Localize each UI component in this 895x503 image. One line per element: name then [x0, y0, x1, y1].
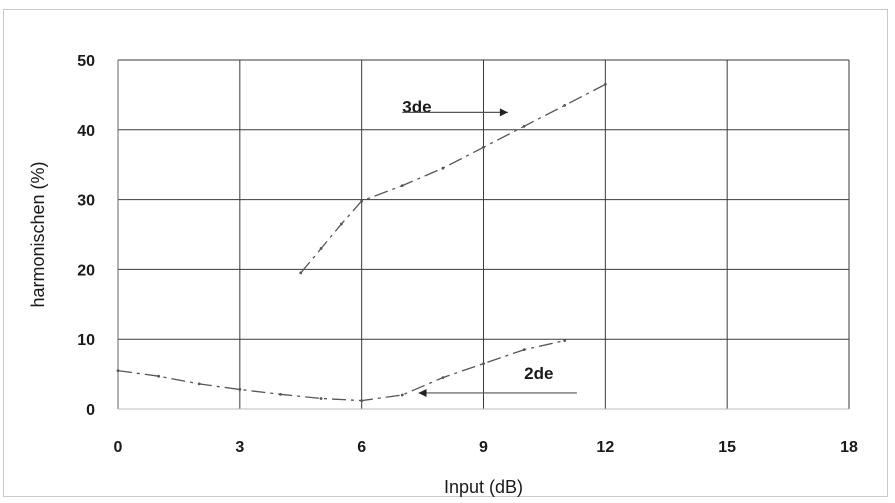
data-point: [482, 145, 485, 149]
y-tick-label: 50: [77, 53, 95, 70]
grid: [117, 59, 850, 410]
data-point: [441, 376, 445, 379]
x-tick-label: 9: [479, 439, 488, 456]
annotation-label-3de: 3de: [402, 97, 431, 116]
data-point: [339, 222, 343, 226]
y-axis-title: harmonischen (%): [28, 161, 48, 307]
series-line-3de: [300, 83, 606, 274]
chart-frame: [3, 9, 888, 497]
x-tick-label: 18: [840, 439, 858, 456]
data-point: [157, 374, 161, 378]
data-point: [279, 392, 282, 396]
y-tick-label: 10: [77, 332, 95, 349]
data-point: [238, 388, 242, 391]
data-point: [522, 124, 526, 128]
data-point: [482, 362, 485, 366]
annotations: 3de 2de: [402, 97, 577, 397]
data-point: [319, 397, 323, 400]
x-tick-label: 15: [718, 439, 736, 456]
data-point: [603, 83, 607, 86]
data-point: [563, 339, 567, 342]
data-point: [522, 348, 526, 352]
data-point: [400, 393, 404, 397]
tick-labels: 0 3 6 9 12 15 18 0 10 20 30 40 50: [77, 53, 858, 456]
annotation-arrow-head: [499, 108, 508, 117]
data-point: [563, 103, 567, 107]
data-point: [360, 199, 364, 203]
x-tick-label: 0: [114, 439, 123, 456]
x-tick-label: 12: [596, 439, 614, 456]
data-point: [319, 247, 323, 250]
x-tick-label: 6: [357, 439, 366, 456]
x-tick-label: 3: [235, 439, 244, 456]
data-point: [400, 184, 404, 188]
data-point: [197, 382, 201, 386]
series-line-2de: [117, 339, 565, 402]
y-tick-label: 30: [77, 193, 95, 210]
series-layer: [116, 83, 607, 403]
y-tick-label: 0: [86, 402, 95, 419]
annotation-label-2de: 2de: [524, 364, 553, 383]
data-point: [299, 271, 303, 275]
y-tick-label: 40: [77, 123, 95, 140]
annotation-arrow-head: [418, 388, 427, 397]
data-point: [116, 369, 120, 373]
y-tick-label: 20: [77, 262, 95, 279]
data-point: [360, 399, 364, 403]
x-axis-title: Input (dB): [444, 477, 523, 497]
data-point: [441, 166, 445, 170]
